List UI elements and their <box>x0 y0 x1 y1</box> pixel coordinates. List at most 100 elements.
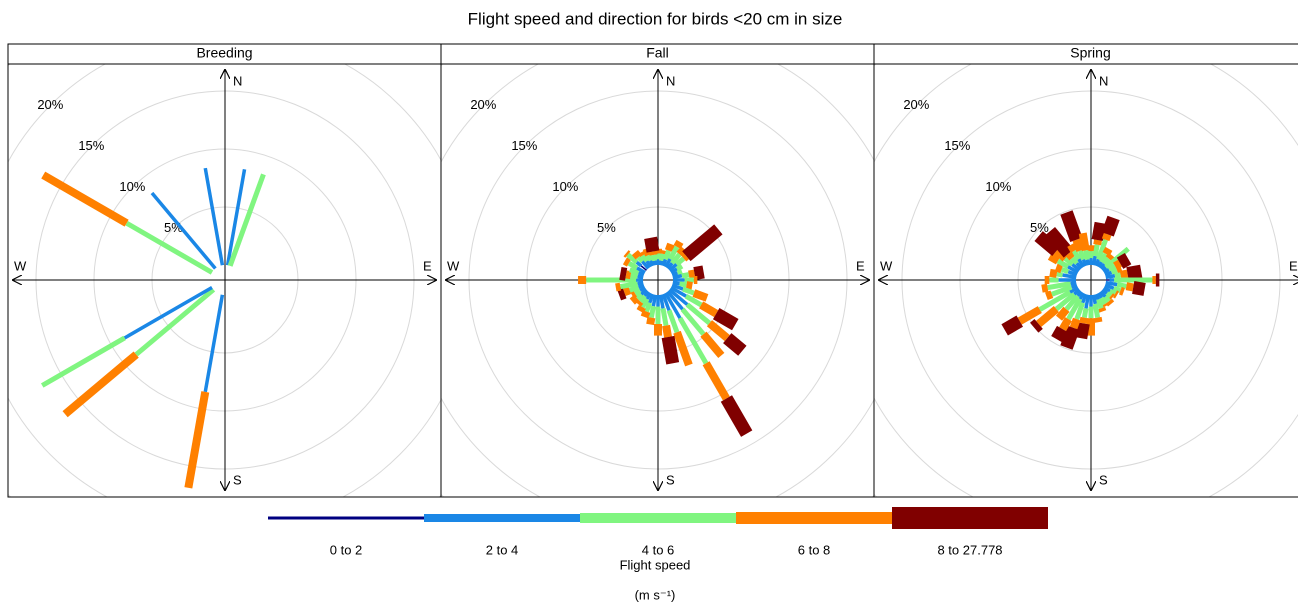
bar-segment <box>651 254 658 262</box>
panel: 5% 10% 15% 20% N E S W <box>874 64 1298 497</box>
ring-label: 20% <box>470 97 496 112</box>
bar-segment <box>638 249 648 257</box>
bar-segment <box>636 305 646 314</box>
bar-segment <box>682 224 723 262</box>
bar-segment <box>1054 263 1064 274</box>
bar-segment <box>225 168 247 266</box>
bar-segment <box>1059 317 1072 332</box>
bar-segment <box>1101 215 1120 237</box>
bar-segment <box>634 298 644 307</box>
bar-segment <box>1105 280 1118 287</box>
bar-segment <box>1063 256 1075 267</box>
bar-segment <box>670 252 682 265</box>
bar-segment <box>628 267 640 276</box>
bar-segment <box>1075 262 1083 270</box>
bar-segment <box>677 316 709 365</box>
bar-segment <box>668 263 678 272</box>
bar-segment <box>663 292 682 319</box>
bar-segment <box>1101 288 1109 295</box>
bar-segment <box>1078 292 1086 300</box>
bar-segment <box>1104 270 1113 277</box>
bar-segment <box>1074 301 1086 321</box>
bar-segment <box>640 265 647 271</box>
bar-segment <box>184 391 210 489</box>
bar-segment <box>203 167 225 266</box>
bar-segment <box>1107 293 1115 301</box>
bar-segment <box>616 286 627 301</box>
bar-segment <box>628 284 640 293</box>
bar-segment <box>1049 268 1058 278</box>
bar-segment <box>661 293 671 312</box>
bar-segment <box>1072 249 1082 261</box>
bar-segment <box>1060 266 1070 275</box>
bar-segment <box>641 253 650 263</box>
bar-segment <box>692 289 709 302</box>
bar-segment <box>1125 282 1134 292</box>
bar-segment <box>1113 259 1123 270</box>
bar-segment <box>636 255 645 264</box>
bar-segment <box>645 260 653 268</box>
bar-segment <box>1078 232 1090 252</box>
bar-segment <box>1001 315 1023 336</box>
bar-segment <box>1034 231 1061 256</box>
bar-segment <box>125 221 214 275</box>
bar-segment <box>635 260 643 268</box>
bar-segment <box>1126 264 1143 280</box>
legend-swatch <box>424 514 580 522</box>
bar-segment <box>1103 285 1111 293</box>
bar-segment <box>619 266 628 281</box>
bar-segment <box>1102 257 1111 266</box>
bar-segment <box>1105 298 1115 307</box>
legend-swatch <box>892 507 1048 529</box>
bar-segment <box>1091 294 1097 305</box>
bar-segment <box>685 302 712 326</box>
bar-segment <box>1103 295 1111 303</box>
bar-segment <box>712 307 739 331</box>
bar-segment <box>1047 281 1071 291</box>
bar-segment <box>1081 258 1088 267</box>
bar-segment <box>638 294 647 303</box>
bar-segment <box>679 281 687 288</box>
bar-segment <box>1132 281 1146 296</box>
bar-segment <box>667 245 680 261</box>
bar-segment <box>640 310 651 319</box>
bar-segment <box>1084 294 1091 309</box>
bar-segment <box>1062 273 1077 280</box>
direction-label: E <box>1289 258 1298 273</box>
bar-segment <box>1074 322 1090 340</box>
bar-segment <box>648 305 656 319</box>
bar-segment <box>660 308 669 327</box>
direction-label: N <box>233 73 242 88</box>
bar-segment <box>1067 242 1078 253</box>
panel: 5% 10% 15% 20% N E S W <box>441 64 874 497</box>
bar-segment <box>1116 282 1127 289</box>
bar-segment <box>1116 252 1132 269</box>
bar-segment <box>693 265 705 280</box>
bar-segment <box>672 274 683 280</box>
bar-segment <box>629 294 640 305</box>
bar-segment <box>625 270 632 280</box>
bar-segment <box>1091 255 1097 266</box>
bar-segment <box>643 290 650 298</box>
bar-segment <box>622 286 632 297</box>
bar-segment <box>670 267 678 275</box>
bar-segment <box>1118 286 1125 296</box>
bar-segment <box>720 395 753 437</box>
bar-segment <box>661 258 668 267</box>
bar-segment <box>1113 290 1120 299</box>
direction-label: E <box>423 258 432 273</box>
bar-segment <box>637 271 645 277</box>
bar-segment <box>1066 297 1083 321</box>
bar-segment <box>1064 294 1080 311</box>
bar-segment <box>1105 291 1113 299</box>
ring-label: 15% <box>78 138 104 153</box>
bar-segment <box>661 335 680 365</box>
legend-title: Flight speed <box>620 557 691 572</box>
bar-segment <box>666 309 680 334</box>
bar-segment <box>41 171 129 227</box>
bar-segment <box>1105 274 1116 280</box>
bar-segment <box>622 257 631 267</box>
bar-segment <box>1093 316 1103 323</box>
bar-segment <box>1097 306 1107 313</box>
bar-segment <box>670 285 687 298</box>
